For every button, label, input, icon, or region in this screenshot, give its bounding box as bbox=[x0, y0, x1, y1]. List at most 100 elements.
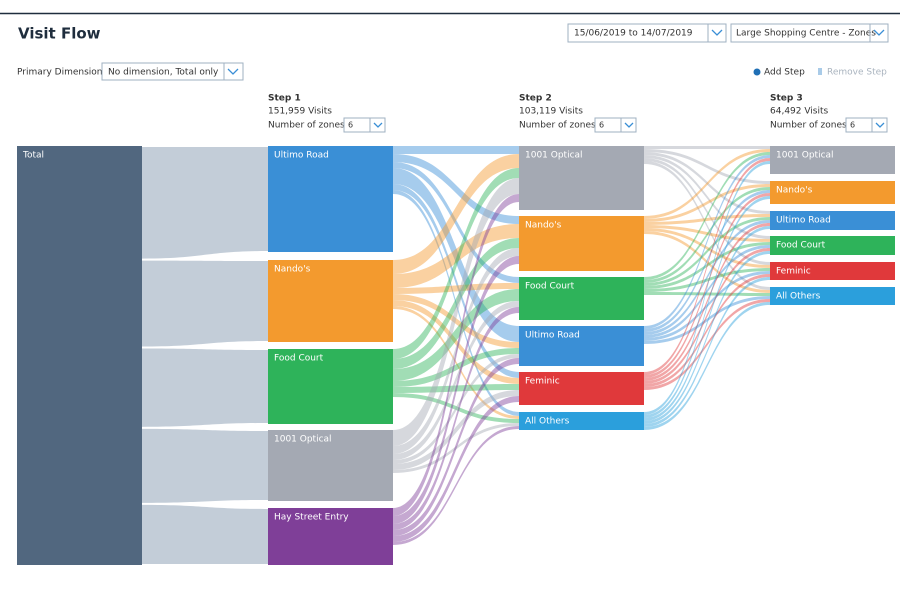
zone-node[interactable]: Food Court bbox=[519, 277, 644, 320]
flow bbox=[644, 158, 770, 375]
flow bbox=[393, 256, 519, 524]
flow bbox=[644, 196, 770, 418]
flows bbox=[142, 146, 770, 564]
step-visits: 151,959 Visits bbox=[268, 107, 332, 117]
zone-node[interactable]: Food Court bbox=[268, 349, 393, 424]
node-label: Ultimo Road bbox=[525, 331, 580, 341]
zone-node[interactable]: Ultimo Road bbox=[519, 326, 644, 366]
flow bbox=[393, 168, 519, 342]
zone-node[interactable]: Food Court bbox=[770, 236, 895, 255]
zone-node[interactable]: Ultimo Road bbox=[770, 211, 895, 230]
node-bar bbox=[770, 211, 895, 230]
zones-value: 6 bbox=[348, 121, 353, 130]
flow bbox=[644, 251, 770, 424]
add-step-button[interactable]: Add Step bbox=[753, 68, 806, 78]
flow bbox=[142, 260, 268, 347]
flow bbox=[644, 299, 770, 390]
primary-dimension-dropdown[interactable]: No dimension, Total only bbox=[101, 62, 244, 81]
flow bbox=[142, 428, 268, 503]
flow bbox=[644, 193, 770, 378]
node-label: Feminic bbox=[776, 267, 811, 277]
flow bbox=[644, 152, 770, 214]
node-bar bbox=[770, 262, 895, 280]
zone-node[interactable]: Hay Street Entry bbox=[268, 508, 393, 565]
date-dropdown[interactable]: 15/06/2019 to 14/07/2019 bbox=[567, 23, 727, 43]
page-title: Visit Flow bbox=[18, 25, 101, 43]
node-label: Nando's bbox=[776, 186, 813, 196]
chevron bbox=[373, 122, 383, 128]
flow bbox=[393, 248, 519, 454]
flow bbox=[393, 300, 519, 384]
step-visits: 64,492 Visits bbox=[770, 107, 829, 117]
flow bbox=[644, 190, 770, 332]
flow bbox=[393, 194, 519, 516]
flow bbox=[393, 190, 519, 416]
flow bbox=[393, 283, 519, 294]
node-label: All Others bbox=[525, 417, 570, 427]
chevron bbox=[711, 29, 723, 36]
node-bar bbox=[268, 508, 393, 565]
flow bbox=[644, 277, 770, 427]
step-title: Step 2 bbox=[519, 94, 552, 104]
remove-icon bbox=[818, 68, 822, 75]
node-label: Food Court bbox=[776, 241, 826, 251]
zone-node[interactable]: Nando's bbox=[770, 181, 895, 204]
zones-dropdown[interactable]: 6 bbox=[343, 117, 386, 133]
location-dropdown[interactable]: Large Shopping Centre - Zones bbox=[730, 23, 889, 43]
node-bar bbox=[519, 326, 644, 366]
flow bbox=[644, 274, 770, 387]
flow bbox=[393, 396, 519, 542]
flow bbox=[393, 393, 519, 423]
node-bar bbox=[268, 349, 393, 424]
flow bbox=[142, 348, 268, 427]
node-bar bbox=[519, 216, 644, 271]
flow bbox=[644, 149, 770, 219]
zones-dropdown[interactable]: 6 bbox=[845, 117, 888, 133]
flow bbox=[644, 187, 770, 283]
zone-node[interactable]: Nando's bbox=[519, 216, 644, 271]
flow bbox=[644, 225, 770, 242]
step-title: Step 3 bbox=[770, 94, 803, 104]
zone-node[interactable]: Ultimo Road bbox=[268, 146, 393, 252]
date-range: 15/06/2019 to 14/07/2019 bbox=[574, 29, 693, 39]
flow bbox=[644, 271, 770, 341]
flow bbox=[644, 146, 770, 149]
zone-node[interactable]: All Others bbox=[770, 287, 895, 305]
node-bar bbox=[268, 146, 393, 252]
flow bbox=[644, 214, 770, 225]
zones-dropdown[interactable]: 6 bbox=[594, 117, 637, 133]
zone-node[interactable]: Feminic bbox=[770, 262, 895, 280]
flow bbox=[644, 161, 770, 415]
flow bbox=[393, 306, 519, 419]
dropdown-box bbox=[567, 23, 727, 43]
zone-node[interactable]: 1001 Optical bbox=[268, 430, 393, 501]
flow bbox=[142, 147, 268, 259]
zones-value: 6 bbox=[599, 121, 604, 130]
flow bbox=[644, 161, 770, 290]
zone-node[interactable]: 1001 Optical bbox=[519, 146, 644, 210]
zone-node[interactable]: All Others bbox=[519, 412, 644, 430]
flow bbox=[644, 152, 770, 280]
zone-node[interactable]: Nando's bbox=[268, 260, 393, 342]
flow bbox=[393, 358, 519, 536]
flow bbox=[644, 217, 770, 286]
location: Large Shopping Centre - Zones bbox=[736, 29, 876, 39]
flow bbox=[644, 226, 770, 421]
chevron bbox=[624, 122, 634, 128]
dropdown-box bbox=[594, 117, 637, 133]
flow bbox=[393, 423, 519, 473]
zone-node[interactable]: Feminic bbox=[519, 372, 644, 405]
dropdown-box bbox=[730, 23, 889, 43]
dropdown-box bbox=[101, 62, 244, 81]
flow bbox=[393, 154, 519, 224]
zone-node[interactable]: 1001 Optical bbox=[770, 146, 895, 174]
remove-step-button[interactable]: Remove Step bbox=[818, 68, 887, 78]
flow bbox=[644, 231, 770, 293]
flow bbox=[644, 228, 770, 268]
flow bbox=[393, 224, 519, 288]
flow bbox=[393, 168, 519, 359]
flow bbox=[393, 354, 519, 464]
dropdown-box bbox=[845, 117, 888, 133]
flow bbox=[393, 390, 519, 470]
